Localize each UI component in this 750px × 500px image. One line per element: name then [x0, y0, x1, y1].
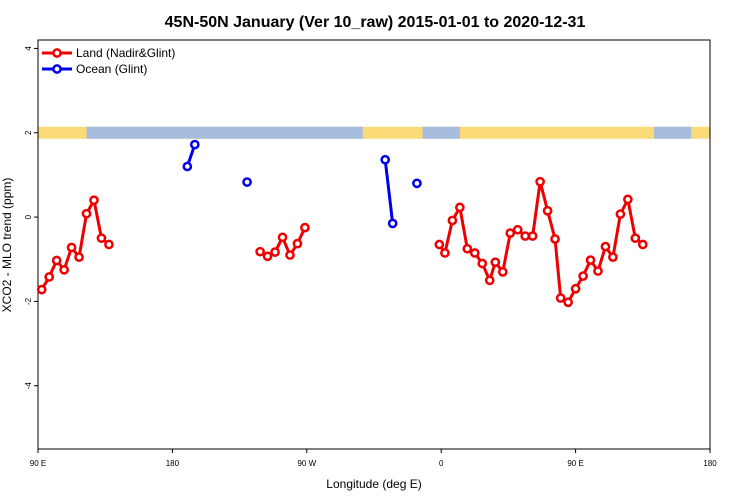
y-tick-label: -4 [24, 382, 33, 390]
map-strip-ocean [422, 126, 460, 139]
data-point [380, 154, 391, 165]
data-point [600, 241, 611, 252]
series-line [438, 180, 644, 304]
data-point [585, 255, 596, 265]
legend-label: Ocean (Glint) [76, 62, 147, 76]
data-point [59, 264, 69, 275]
data-point [623, 194, 633, 205]
series-line [383, 159, 395, 224]
data-point [570, 283, 581, 294]
x-tick-label: 180 [703, 459, 717, 468]
y-axis-ticks: -4 -2 0 2 4 [24, 46, 38, 390]
x-tick-label: 90 E [567, 459, 583, 468]
series-line [40, 198, 110, 291]
data-point [292, 238, 303, 249]
plot-frame [37, 39, 711, 450]
data-point [520, 231, 531, 241]
data-point [608, 252, 618, 262]
chart-title: 45N-50N January (Ver 10_raw) 2015-01-01 … [165, 14, 586, 31]
legend-marker [52, 48, 62, 58]
data-point [89, 195, 99, 206]
map-strip [38, 126, 710, 139]
y-axis-label: XCO2 - MLO trend (ppm) [0, 178, 14, 313]
data-point [242, 177, 252, 187]
data-point [455, 202, 465, 213]
data-point [255, 246, 265, 257]
series-ocean [182, 139, 422, 229]
data-point [477, 258, 488, 269]
data-point [189, 139, 200, 150]
data-point [66, 242, 77, 253]
data-point [182, 161, 193, 172]
x-tick-label: 90 W [297, 459, 316, 468]
x-axis-label: Longitude (deg E) [326, 477, 421, 491]
data-point [434, 239, 445, 250]
data-point [555, 293, 566, 303]
data-point [440, 248, 450, 258]
legend-label: Land (Nadir&Glint) [76, 46, 175, 60]
data-point [412, 178, 422, 189]
data-point [550, 234, 560, 244]
data-point [505, 228, 516, 238]
x-axis-ticks: 90 E 180 90 W 0 90 E 180 [30, 449, 717, 468]
data-point [36, 284, 47, 295]
x-tick-label: 180 [166, 459, 180, 468]
data-point [96, 233, 107, 244]
data-point [490, 257, 501, 268]
data-point [285, 250, 295, 260]
data-point [262, 251, 273, 262]
data-point [535, 176, 545, 187]
y-tick-label: 4 [24, 46, 33, 51]
legend-marker [52, 64, 62, 74]
data-point [44, 272, 55, 282]
data-point [593, 266, 603, 276]
y-tick-label: 2 [24, 130, 33, 135]
x-tick-label: 90 E [30, 459, 46, 468]
x-tick-label: 0 [439, 459, 444, 468]
map-strip-ocean [654, 126, 692, 139]
data-point [74, 252, 84, 262]
data-point [81, 208, 92, 219]
data-point [484, 275, 495, 286]
data-point [104, 239, 114, 250]
data-point [637, 239, 648, 250]
data-point [447, 215, 458, 226]
data-point [469, 248, 480, 258]
data-point [615, 209, 626, 219]
data-point [270, 247, 280, 257]
legend: Land (Nadir&Glint) Ocean (Glint) [42, 46, 175, 76]
series-land [36, 176, 648, 308]
data-point [563, 297, 573, 308]
data-point [497, 267, 508, 277]
y-tick-label: -2 [24, 297, 33, 305]
data-point [277, 232, 288, 243]
data-point [578, 271, 588, 281]
data-point [51, 255, 62, 266]
map-strip-ocean [86, 126, 363, 139]
y-tick-label: 0 [24, 214, 33, 219]
data-point [462, 243, 473, 254]
data-point [542, 205, 553, 216]
data-point [512, 224, 523, 235]
series-layer [36, 139, 648, 308]
data-point [387, 218, 398, 229]
data-point [300, 222, 310, 233]
data-point [527, 231, 538, 241]
data-point [630, 233, 641, 244]
map-strip-land [38, 126, 710, 139]
